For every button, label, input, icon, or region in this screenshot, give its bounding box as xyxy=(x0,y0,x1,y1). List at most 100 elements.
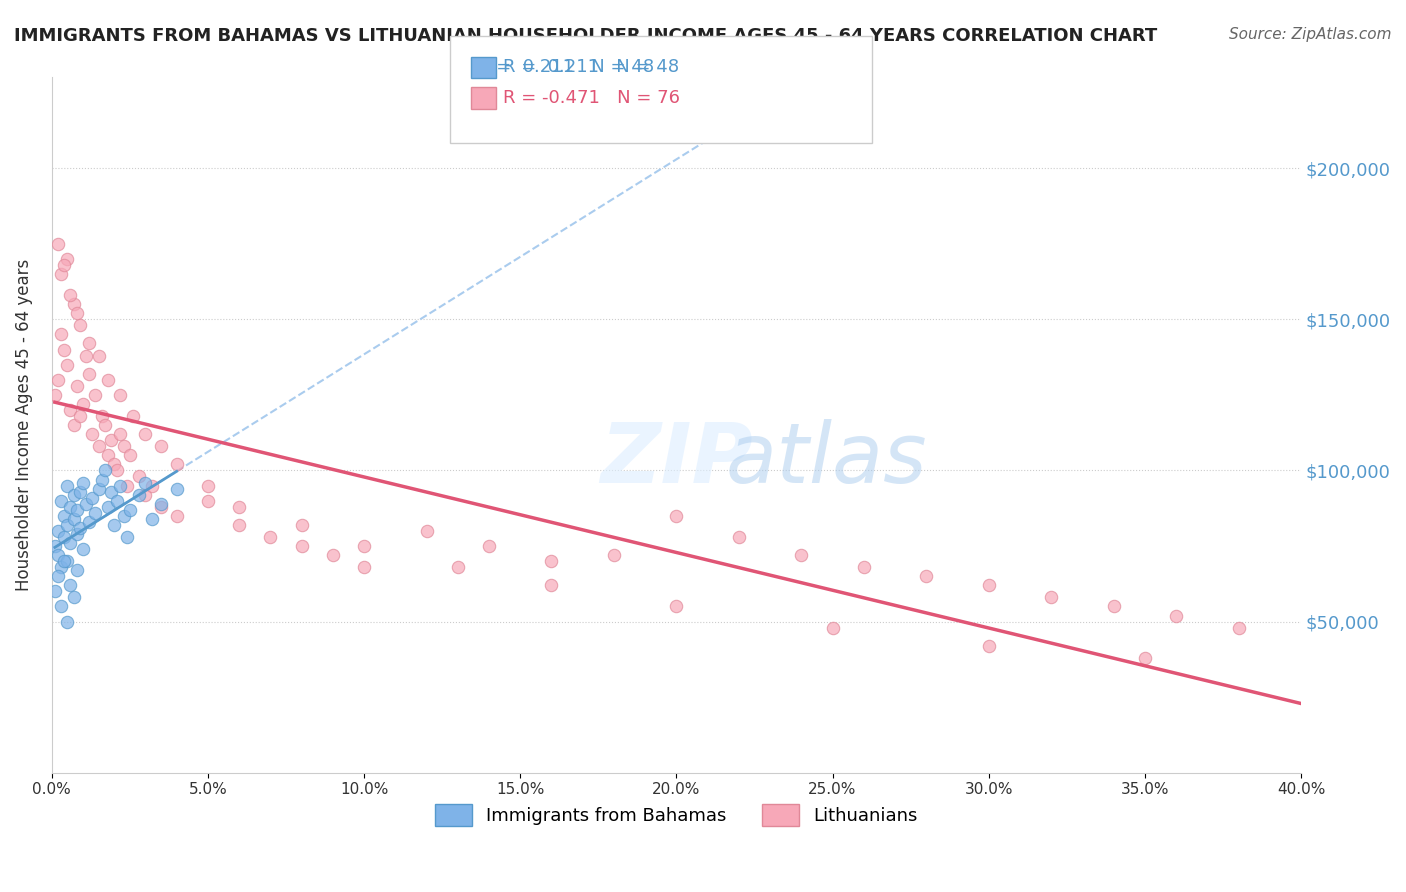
Point xyxy=(77,367,100,381)
Legend: Immigrants from Bahamas, Lithuanians: Immigrants from Bahamas, Lithuanians xyxy=(429,797,925,833)
Point xyxy=(97,500,120,514)
Point xyxy=(353,560,375,574)
Point xyxy=(100,484,122,499)
Point xyxy=(75,349,97,363)
Point xyxy=(46,236,69,251)
Point xyxy=(69,318,91,333)
Point xyxy=(62,488,84,502)
Point xyxy=(49,327,72,342)
Point xyxy=(53,530,76,544)
Point xyxy=(540,554,562,568)
Point xyxy=(122,409,145,423)
Point xyxy=(66,379,89,393)
Point xyxy=(353,539,375,553)
Point xyxy=(62,591,84,605)
Text: R =  0.211   N = 48: R = 0.211 N = 48 xyxy=(503,58,679,76)
Point xyxy=(49,560,72,574)
Point xyxy=(291,539,314,553)
Point xyxy=(112,508,135,523)
Point xyxy=(105,463,128,477)
Point xyxy=(150,500,173,514)
Point xyxy=(134,488,156,502)
Point xyxy=(56,615,79,629)
Point xyxy=(53,554,76,568)
Point xyxy=(66,527,89,541)
Point xyxy=(53,258,76,272)
Point xyxy=(87,482,110,496)
Point xyxy=(166,458,188,472)
Point xyxy=(322,548,344,562)
Point xyxy=(118,448,141,462)
Point xyxy=(94,418,117,433)
Point xyxy=(665,508,688,523)
Point xyxy=(110,478,132,492)
Point xyxy=(1102,599,1125,614)
Point xyxy=(94,463,117,477)
Point xyxy=(59,288,82,302)
Point xyxy=(44,584,66,599)
Point xyxy=(100,434,122,448)
Point xyxy=(166,482,188,496)
Text: atlas: atlas xyxy=(725,419,927,500)
Point xyxy=(852,560,875,574)
Point xyxy=(53,508,76,523)
Point xyxy=(97,373,120,387)
Point xyxy=(105,493,128,508)
Point xyxy=(141,478,163,492)
Point xyxy=(1227,621,1250,635)
Point xyxy=(69,484,91,499)
Point xyxy=(150,497,173,511)
Point xyxy=(59,578,82,592)
Point xyxy=(150,439,173,453)
Point xyxy=(415,524,437,538)
Text: Source: ZipAtlas.com: Source: ZipAtlas.com xyxy=(1229,27,1392,42)
Point xyxy=(66,502,89,516)
Point xyxy=(97,448,120,462)
Y-axis label: Householder Income Ages 45 - 64 years: Householder Income Ages 45 - 64 years xyxy=(15,259,32,591)
Point xyxy=(977,639,1000,653)
Point xyxy=(66,563,89,577)
Point xyxy=(128,469,150,483)
Point xyxy=(62,418,84,433)
Point xyxy=(46,569,69,583)
Point xyxy=(115,478,138,492)
Point xyxy=(46,524,69,538)
Point xyxy=(75,497,97,511)
Point xyxy=(228,517,250,532)
Point xyxy=(291,517,314,532)
Point xyxy=(59,536,82,550)
Text: R =  0.211   N = 48: R = 0.211 N = 48 xyxy=(478,58,654,76)
Point xyxy=(84,506,107,520)
Point xyxy=(478,539,501,553)
Point xyxy=(103,458,125,472)
Point xyxy=(197,478,219,492)
Point xyxy=(977,578,1000,592)
Point xyxy=(915,569,938,583)
Point xyxy=(49,599,72,614)
Point xyxy=(727,530,749,544)
Point xyxy=(66,306,89,320)
Point xyxy=(134,475,156,490)
Point xyxy=(540,578,562,592)
Point xyxy=(1040,591,1063,605)
Point xyxy=(665,599,688,614)
Point xyxy=(259,530,281,544)
Point xyxy=(103,517,125,532)
Point xyxy=(166,508,188,523)
Point xyxy=(790,548,813,562)
Point xyxy=(1164,608,1187,623)
Point xyxy=(87,439,110,453)
Point xyxy=(447,560,470,574)
Point xyxy=(49,493,72,508)
Point xyxy=(228,500,250,514)
Point xyxy=(77,515,100,529)
Point xyxy=(46,548,69,562)
Point xyxy=(72,397,94,411)
Point xyxy=(84,388,107,402)
Point xyxy=(110,427,132,442)
Point xyxy=(110,388,132,402)
Point xyxy=(56,478,79,492)
Point xyxy=(82,491,104,505)
Point xyxy=(112,439,135,453)
Point xyxy=(90,409,112,423)
